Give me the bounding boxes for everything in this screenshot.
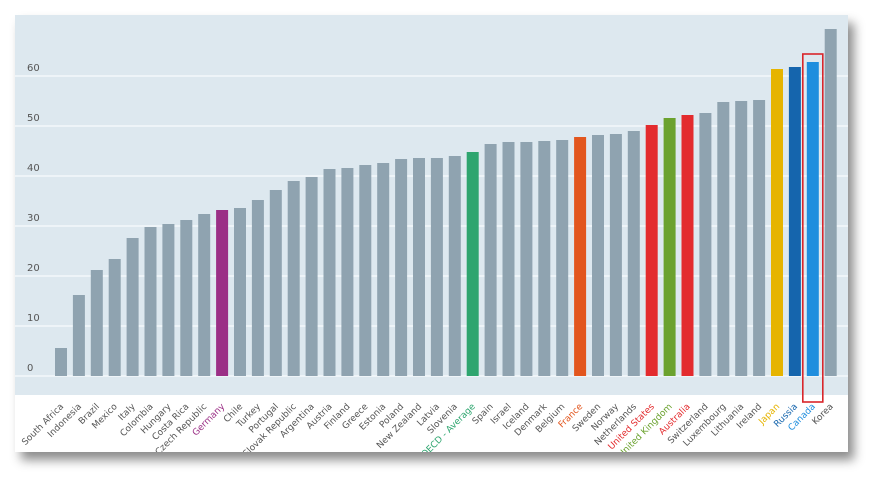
bar-finland[interactable]	[341, 168, 354, 376]
bar-italy[interactable]	[126, 238, 139, 376]
highlight-box	[801, 53, 824, 403]
bar-sweden[interactable]	[592, 135, 604, 376]
bar-slovak-republic[interactable]	[287, 181, 300, 376]
y-tick-label: 20	[27, 263, 40, 274]
bar-hungary[interactable]	[162, 224, 175, 376]
bar-australia[interactable]	[681, 115, 694, 376]
bar-south-africa[interactable]	[55, 348, 67, 376]
category-labels: South AfricaIndonesiaBrazilMexicoItalyCo…	[20, 401, 835, 452]
bars	[55, 29, 837, 376]
bar-turkey[interactable]	[251, 200, 264, 376]
bar-latvia[interactable]	[430, 158, 443, 376]
bar-colombia[interactable]	[144, 227, 157, 376]
bar-russia[interactable]	[788, 67, 801, 376]
bar-denmark[interactable]	[538, 141, 551, 376]
bar-portugal[interactable]	[269, 190, 282, 376]
bar-new-zealand[interactable]	[413, 158, 425, 376]
bar-mexico[interactable]	[108, 259, 121, 376]
bar-costa-rica[interactable]	[180, 220, 193, 376]
annotations	[801, 53, 824, 403]
bar-iceland[interactable]	[520, 142, 533, 376]
bar-korea[interactable]	[824, 29, 837, 376]
y-tick-label: 10	[27, 313, 40, 324]
bar-austria[interactable]	[323, 169, 336, 376]
y-tick-label: 60	[27, 63, 40, 74]
bar-switzerland[interactable]	[699, 113, 712, 376]
bar-oecd-average[interactable]	[466, 152, 479, 376]
bar-netherlands[interactable]	[627, 131, 640, 376]
bar-germany[interactable]	[216, 210, 229, 376]
bar-norway[interactable]	[609, 134, 622, 376]
bar-estonia[interactable]	[377, 163, 390, 376]
bar-canada[interactable]	[806, 62, 819, 376]
bar-czech-republic[interactable]	[198, 214, 211, 376]
bar-lithuania[interactable]	[735, 101, 748, 376]
bar-spain[interactable]	[484, 144, 497, 376]
bar-israel[interactable]	[502, 142, 515, 376]
bar-japan[interactable]	[771, 69, 783, 376]
bar-greece[interactable]	[359, 165, 372, 376]
bar-luxembourg[interactable]	[717, 102, 730, 376]
y-tick-label: 30	[27, 213, 40, 224]
bar-belgium[interactable]	[556, 140, 569, 376]
bar-brazil[interactable]	[90, 270, 103, 376]
chart-card: 0 10 20 30 40 50 60 South Africa Indonesia Brazi…	[15, 15, 848, 452]
bar-chart: 0 10 20 30 40 50 60 South AfricaIndonesiaBrazi…	[15, 15, 848, 452]
y-tick-label: 40	[27, 163, 40, 174]
y-tick-label: 50	[27, 113, 40, 124]
bar-argentina[interactable]	[305, 177, 318, 376]
bar-indonesia[interactable]	[72, 295, 85, 376]
bar-chile[interactable]	[234, 208, 246, 376]
y-axis-tick-labels: 0 10 20 30 40 50 60	[27, 63, 40, 374]
bar-ireland[interactable]	[753, 100, 766, 376]
y-tick-label: 0	[27, 363, 33, 374]
bar-poland[interactable]	[395, 159, 408, 376]
bar-united-kingdom[interactable]	[663, 118, 676, 376]
bar-united-states[interactable]	[645, 125, 658, 376]
bar-slovenia[interactable]	[448, 156, 461, 376]
bar-france[interactable]	[574, 137, 587, 376]
